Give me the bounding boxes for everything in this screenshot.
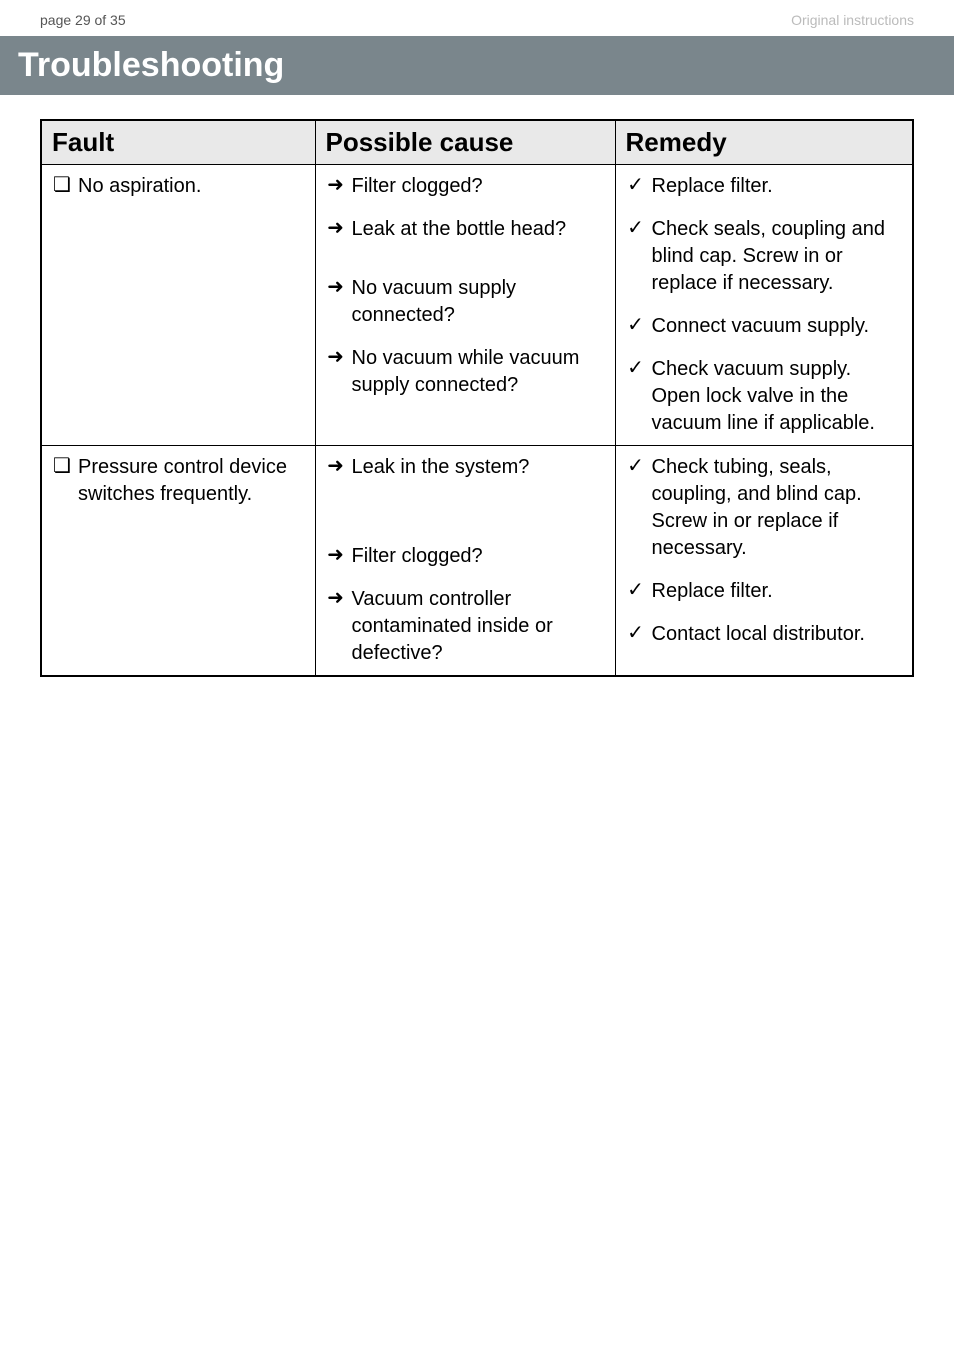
cause-cell: ➜ Filter clogged? ➜ Leak at the bottle h… xyxy=(315,165,615,446)
square-icon: ❏ xyxy=(50,454,74,478)
cause-text: Filter clogged? xyxy=(348,173,605,200)
cause-text: No vacuum supply connected? xyxy=(348,275,605,329)
cause-text: Leak in the system? xyxy=(348,454,605,481)
remedy-text: Check vacuum supply. Open lock valve in … xyxy=(648,356,903,437)
cause-text: Filter clogged? xyxy=(348,543,605,570)
fault-text: Pressure control device switches frequen… xyxy=(74,454,305,508)
arrow-icon: ➜ xyxy=(324,543,348,567)
troubleshooting-table: Fault Possible cause Remedy ❏ No aspirat… xyxy=(40,119,914,677)
remedy-text: Check seals, coupling and blind cap. Scr… xyxy=(648,216,903,297)
cause-text: Leak at the bottle head? xyxy=(348,216,605,243)
arrow-icon: ➜ xyxy=(324,216,348,240)
arrow-icon: ➜ xyxy=(324,275,348,299)
fault-cell: ❏ No aspiration. xyxy=(41,165,315,446)
remedy-text: Check tubing, seals, coupling, and blind… xyxy=(648,454,903,562)
arrow-icon: ➜ xyxy=(324,586,348,610)
page-number: page 29 of 35 xyxy=(40,12,126,28)
table-header-row: Fault Possible cause Remedy xyxy=(41,120,913,165)
check-icon: ✓ xyxy=(624,356,648,380)
remedy-text: Replace filter. xyxy=(648,578,903,605)
check-icon: ✓ xyxy=(624,578,648,602)
header-right-label: Original instructions xyxy=(791,12,914,28)
remedy-text: Replace filter. xyxy=(648,173,903,200)
remedy-text: Contact local distributor. xyxy=(648,621,903,648)
remedy-cell: ✓ Check tubing, seals, coupling, and bli… xyxy=(615,446,913,677)
cause-text: Vacuum controller contaminated inside or… xyxy=(348,586,605,667)
col-cause: Possible cause xyxy=(315,120,615,165)
content-area: Fault Possible cause Remedy ❏ No aspirat… xyxy=(0,119,954,677)
remedy-cell: ✓ Replace filter. ✓ Check seals, couplin… xyxy=(615,165,913,446)
fault-cell: ❏ Pressure control device switches frequ… xyxy=(41,446,315,677)
arrow-icon: ➜ xyxy=(324,454,348,478)
check-icon: ✓ xyxy=(624,173,648,197)
check-icon: ✓ xyxy=(624,621,648,645)
table-row: ❏ No aspiration. ➜ Filter clogged? ➜ Lea… xyxy=(41,165,913,446)
col-remedy: Remedy xyxy=(615,120,913,165)
remedy-text: Connect vacuum supply. xyxy=(648,313,903,340)
arrow-icon: ➜ xyxy=(324,345,348,369)
fault-text: No aspiration. xyxy=(74,173,305,200)
col-fault: Fault xyxy=(41,120,315,165)
cause-cell: ➜ Leak in the system? ➜ Filter clogged? … xyxy=(315,446,615,677)
square-icon: ❏ xyxy=(50,173,74,197)
table-row: ❏ Pressure control device switches frequ… xyxy=(41,446,913,677)
check-icon: ✓ xyxy=(624,313,648,337)
check-icon: ✓ xyxy=(624,454,648,478)
arrow-icon: ➜ xyxy=(324,173,348,197)
cause-text: No vacuum while vacuum supply connected? xyxy=(348,345,605,399)
page-header: page 29 of 35 Original instructions xyxy=(0,0,954,36)
check-icon: ✓ xyxy=(624,216,648,240)
section-title: Troubleshooting xyxy=(0,36,954,95)
